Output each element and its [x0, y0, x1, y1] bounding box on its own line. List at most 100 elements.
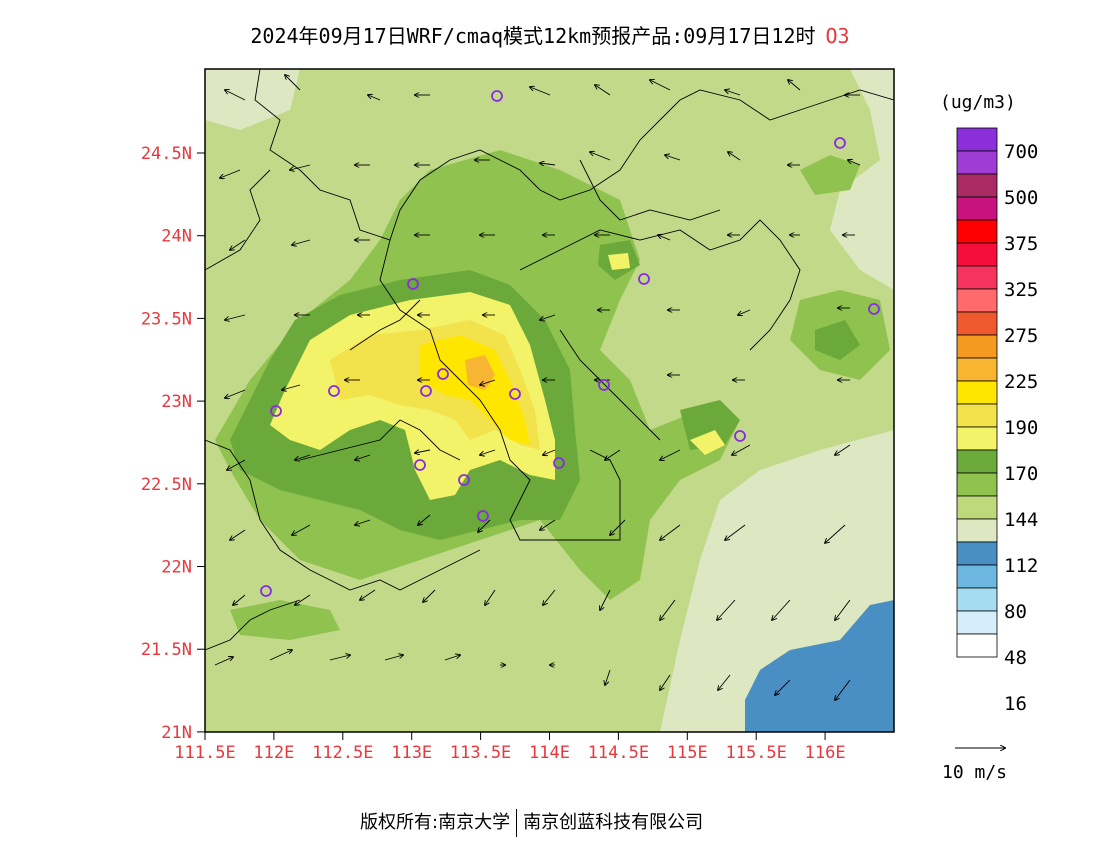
- legend-swatch: [956, 311, 998, 336]
- station-marker: [477, 510, 489, 522]
- station-marker: [328, 385, 340, 397]
- legend-label: 325: [1004, 279, 1038, 301]
- wind-arrow: [718, 674, 731, 690]
- wind-arrow: [225, 389, 246, 398]
- wind-arrow: [775, 679, 791, 695]
- legend-swatch: [956, 495, 998, 520]
- wind-scale: 10 m/s: [942, 748, 1007, 783]
- footer-divider: [516, 809, 518, 837]
- wind-arrow: [725, 90, 741, 96]
- wind-arrow: [282, 384, 301, 390]
- band-170-190-east: [690, 430, 725, 455]
- wind-arrow: [227, 459, 246, 470]
- footer-left: 版权所有:南京大学: [360, 812, 511, 833]
- station-marker: [868, 303, 880, 315]
- station-marker: [834, 137, 846, 149]
- wind-arrow: [835, 599, 851, 620]
- wind-arrow: [214, 657, 233, 666]
- legend-swatch: [956, 633, 998, 658]
- wind-arrow: [543, 449, 556, 455]
- wind-arrow: [418, 514, 431, 525]
- x-tick-label: 115E: [667, 743, 708, 763]
- x-tick-label: 114E: [529, 743, 570, 763]
- wind-arrow: [650, 80, 671, 91]
- wind-arrow: [590, 152, 611, 161]
- legend-label: 80: [1004, 601, 1027, 623]
- y-tick-label: 22.5N: [141, 475, 192, 495]
- color-legend: 700 500 375 325 275 225 190 170 144 112 80 48 16: [956, 127, 1038, 715]
- x-tick-label: 112E: [253, 743, 294, 763]
- wind-arrow: [665, 155, 681, 161]
- wind-arrow: [835, 679, 851, 700]
- legend-swatch: [956, 150, 998, 175]
- legend-label: 375: [1004, 233, 1038, 255]
- wind-arrow: [269, 650, 292, 661]
- wind-arrow: [285, 75, 301, 91]
- x-tick-label: 113E: [391, 743, 432, 763]
- band-225-peak: [465, 355, 495, 390]
- wind-arrow: [788, 80, 801, 91]
- legend-swatch: [956, 288, 998, 313]
- wind-arrow: [543, 589, 556, 605]
- legend-swatch: [956, 357, 998, 382]
- unit-label: (ug/m3): [940, 92, 1016, 113]
- y-tick-label: 21.5N: [141, 640, 192, 660]
- variable-label: O3: [825, 24, 850, 48]
- wind-arrow: [292, 524, 311, 535]
- legend-label: 275: [1004, 325, 1038, 347]
- wind-arrow: [732, 444, 751, 455]
- wind-arrow: [725, 524, 746, 540]
- legend-swatch: [956, 173, 998, 198]
- axis-ticks: 111.5E 112E 112.5E 113E 113.5E 114E 114.5E 115E…: [141, 144, 846, 763]
- legend-label: 225: [1004, 371, 1038, 393]
- province-boundaries: [205, 69, 894, 651]
- wind-arrow: [355, 519, 371, 525]
- band-170-190-north: [608, 253, 630, 270]
- band-144-170-ne: [800, 155, 860, 195]
- legend-swatch: [956, 587, 998, 612]
- legend-label: 144: [1004, 509, 1038, 531]
- legend-swatch: [956, 127, 998, 152]
- y-tick-label: 21N: [161, 723, 192, 743]
- wind-arrow: [444, 655, 460, 661]
- wind-arrow: [480, 379, 496, 385]
- x-tick-label: 112.5E: [312, 743, 373, 763]
- wind-arrow: [478, 519, 491, 532]
- wind-arrow: [772, 599, 791, 620]
- legend-label: 500: [1004, 187, 1038, 209]
- legend-label: 48: [1004, 647, 1027, 669]
- wind-arrow: [233, 594, 246, 605]
- station-marker: [420, 385, 432, 397]
- title-text: 2024年09月17日WRF/cmaq模式12km预报产品:09月17日12时: [250, 24, 816, 48]
- station-marker: [509, 388, 521, 400]
- wind-arrow: [728, 152, 741, 161]
- wind-arrow: [738, 309, 751, 315]
- station-marker: [270, 405, 282, 417]
- wind-arrow: [355, 454, 371, 460]
- wind-arrow: [384, 655, 403, 661]
- station-marker: [458, 474, 470, 486]
- wind-arrow: [415, 450, 431, 453]
- station-marker: [437, 368, 449, 380]
- station-marker: [598, 379, 610, 391]
- wind-arrow: [368, 95, 381, 101]
- pale-nw-area: [205, 69, 300, 130]
- y-tick-label: 22N: [161, 558, 192, 578]
- monitoring-stations: [260, 90, 880, 597]
- concentration-field: [205, 69, 894, 732]
- station-marker: [638, 273, 650, 285]
- station-marker: [260, 585, 272, 597]
- y-tick-label: 23N: [161, 392, 192, 412]
- wind-scale-label: 10 m/s: [942, 762, 1007, 783]
- legend-swatch: [956, 610, 998, 635]
- wind-arrow: [480, 449, 496, 455]
- x-tick-label: 111.5E: [174, 743, 235, 763]
- wind-arrow: [540, 519, 556, 530]
- wind-arrow: [717, 599, 736, 620]
- x-tick-label: 116E: [805, 743, 846, 763]
- x-tick-label: 114.5E: [588, 743, 649, 763]
- wind-arrow: [485, 589, 496, 605]
- wind-arrow: [658, 235, 671, 241]
- station-marker: [553, 457, 565, 469]
- wind-arrow: [423, 589, 436, 602]
